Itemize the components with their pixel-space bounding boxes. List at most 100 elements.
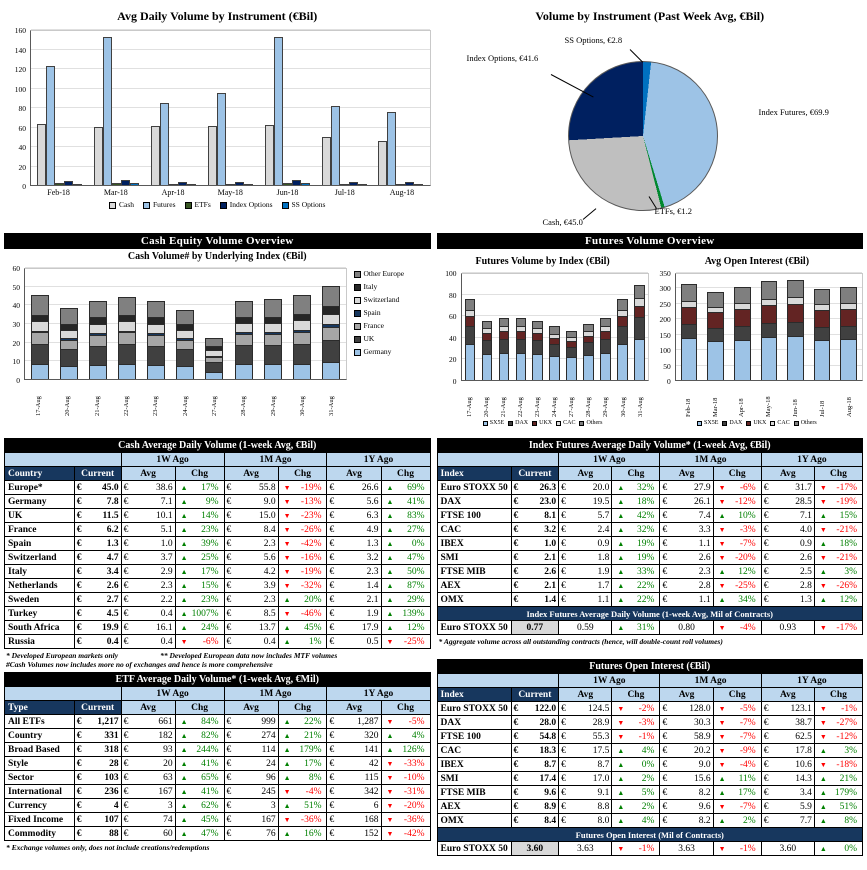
chg-value: ▲ 18% bbox=[611, 494, 661, 509]
up-arrow-icon: ▲ bbox=[718, 774, 726, 783]
amount: 167 bbox=[158, 786, 173, 797]
legend-swatch bbox=[353, 270, 361, 278]
segment-spain bbox=[117, 330, 137, 333]
money-wrap: €1.1 bbox=[662, 594, 710, 606]
chg-percent: 15% bbox=[839, 510, 857, 521]
currency-symbol: € bbox=[329, 786, 335, 797]
avg-value: €0.4 bbox=[120, 634, 176, 649]
y-tick-label: 100 bbox=[659, 346, 671, 356]
amount: 28 bbox=[109, 758, 119, 769]
money-wrap: €5.6 bbox=[227, 552, 276, 564]
down-arrow-icon: ▼ bbox=[283, 567, 291, 576]
y-tick-label: 150 bbox=[659, 330, 671, 340]
chg-value: ▼ -3% bbox=[712, 522, 762, 537]
chg-wrap: ▲ 2% bbox=[614, 773, 657, 785]
chg-value: ▲ 33% bbox=[611, 564, 661, 579]
chg-wrap: ▲ 18% bbox=[817, 538, 860, 550]
down-arrow-icon: ▼ bbox=[283, 511, 291, 520]
table-row-international: International €236 €167 ▲ 41% €245 ▼ -4% €342 ▼ -3… bbox=[4, 784, 431, 799]
x-tick-text: 17-Aug bbox=[465, 397, 473, 417]
chg-value: ▲ 8% bbox=[813, 813, 864, 828]
bar-stack bbox=[30, 295, 49, 379]
chg-value: ▲ 9% bbox=[174, 494, 225, 509]
money-wrap: €27.9 bbox=[662, 482, 710, 494]
down-arrow-icon: ▼ bbox=[617, 844, 625, 853]
group-header-1m-ago: 1M Ago bbox=[223, 686, 328, 701]
money-wrap: €38.6 bbox=[124, 482, 173, 494]
amount: 0.4 bbox=[160, 608, 173, 619]
currency-symbol: € bbox=[662, 745, 668, 756]
avg-value: €31.7 bbox=[760, 480, 815, 495]
x-tick-label: Jul-18 bbox=[809, 381, 836, 417]
amount: 2.1 bbox=[544, 580, 557, 591]
amount: 17.9 bbox=[361, 622, 379, 633]
avg-value: 3.63 bbox=[659, 841, 714, 856]
money-wrap: €1.0 bbox=[124, 538, 173, 550]
chg-wrap: ▲ 32% bbox=[614, 524, 657, 536]
bar-etfs bbox=[339, 184, 349, 185]
chg-percent: 41% bbox=[201, 758, 219, 769]
segment-spain bbox=[30, 330, 49, 333]
table-row-omx: OMX €8.4 €8.0 ▲ 4% €8.2 ▲ 2% €7.7 ▲ 8% bbox=[436, 813, 864, 828]
up-arrow-icon: ▲ bbox=[386, 609, 394, 618]
chg-value: ▲ 51% bbox=[277, 798, 328, 813]
row-label: Currency bbox=[4, 798, 75, 813]
up-arrow-icon: ▲ bbox=[718, 816, 726, 825]
money-wrap: €2.1 bbox=[514, 552, 557, 564]
avg-value: €5.1 bbox=[120, 522, 176, 537]
subsection-header-row: Futures Open Interest (Mil of Contracts) bbox=[436, 827, 863, 842]
y-tick-label: 0 bbox=[22, 182, 26, 191]
subsection-title: Index Futures Average Daily Volume (1-we… bbox=[436, 606, 863, 621]
x-tick-text: Aug-18 bbox=[389, 188, 415, 197]
chg-wrap: ▼ -20% bbox=[384, 800, 428, 812]
bar-slot-aug-18 bbox=[835, 274, 862, 380]
pie-label-index-options: Index Options, €41.6 bbox=[466, 53, 539, 63]
current-value: €4.7 bbox=[73, 550, 122, 565]
segment-ukx bbox=[532, 332, 543, 341]
current-value: €4.5 bbox=[73, 606, 122, 621]
up-arrow-icon: ▲ bbox=[617, 553, 625, 562]
avg-value: €167 bbox=[120, 784, 176, 799]
chg-value: ▲ 2% bbox=[611, 799, 661, 814]
money-wrap: €3 bbox=[227, 800, 276, 812]
legend-swatch bbox=[697, 420, 703, 426]
chg-value: ▲ 22% bbox=[277, 714, 328, 729]
avg-value: €20 bbox=[120, 756, 176, 771]
col-subheader-1w-ago-avg: Avg bbox=[120, 700, 176, 715]
legend-swatch bbox=[793, 420, 799, 426]
avg-value: €96 bbox=[223, 770, 279, 785]
row-label: Switzerland bbox=[4, 550, 75, 565]
amount: 8.9 bbox=[544, 801, 557, 812]
chg-value: ▲ 17% bbox=[712, 785, 762, 800]
currency-symbol: € bbox=[513, 482, 519, 493]
avg-value: €1.7 bbox=[558, 578, 613, 593]
gridline bbox=[461, 315, 648, 317]
currency-symbol: € bbox=[76, 716, 82, 727]
money-wrap: €182 bbox=[124, 730, 173, 742]
currency-symbol: € bbox=[329, 524, 335, 535]
x-tick-label: 21-Aug bbox=[83, 380, 112, 416]
bar-group bbox=[321, 31, 367, 185]
amount: 2.8 bbox=[800, 580, 812, 591]
amount: 8.7 bbox=[544, 759, 557, 770]
chg-percent: 83% bbox=[407, 510, 425, 521]
row-label: CAC bbox=[436, 522, 512, 537]
chg-value: ▼ -19% bbox=[813, 494, 864, 509]
avg-value: €2.6 bbox=[760, 550, 815, 565]
chg-wrap: ▼ -12% bbox=[817, 731, 860, 743]
avg-value: €1.3 bbox=[760, 592, 815, 607]
segment-dax bbox=[634, 317, 645, 339]
chg-percent: 20% bbox=[304, 594, 322, 605]
chg-value: ▲ 69% bbox=[380, 480, 431, 495]
chg-wrap: ▲ 82% bbox=[178, 730, 222, 742]
legend-label: Other Europe bbox=[363, 269, 405, 278]
currency-symbol: € bbox=[226, 744, 232, 755]
segment-ukx bbox=[464, 316, 476, 327]
chg-value: ▼ -21% bbox=[813, 522, 864, 537]
group-header-1w-ago: 1W Ago bbox=[120, 452, 225, 467]
avg-value: €28.5 bbox=[760, 494, 815, 509]
y-tick-label: 80 bbox=[18, 104, 27, 113]
amount: 4.9 bbox=[366, 524, 379, 535]
money-wrap: €0.4 bbox=[227, 636, 276, 648]
up-arrow-icon: ▲ bbox=[283, 623, 291, 632]
